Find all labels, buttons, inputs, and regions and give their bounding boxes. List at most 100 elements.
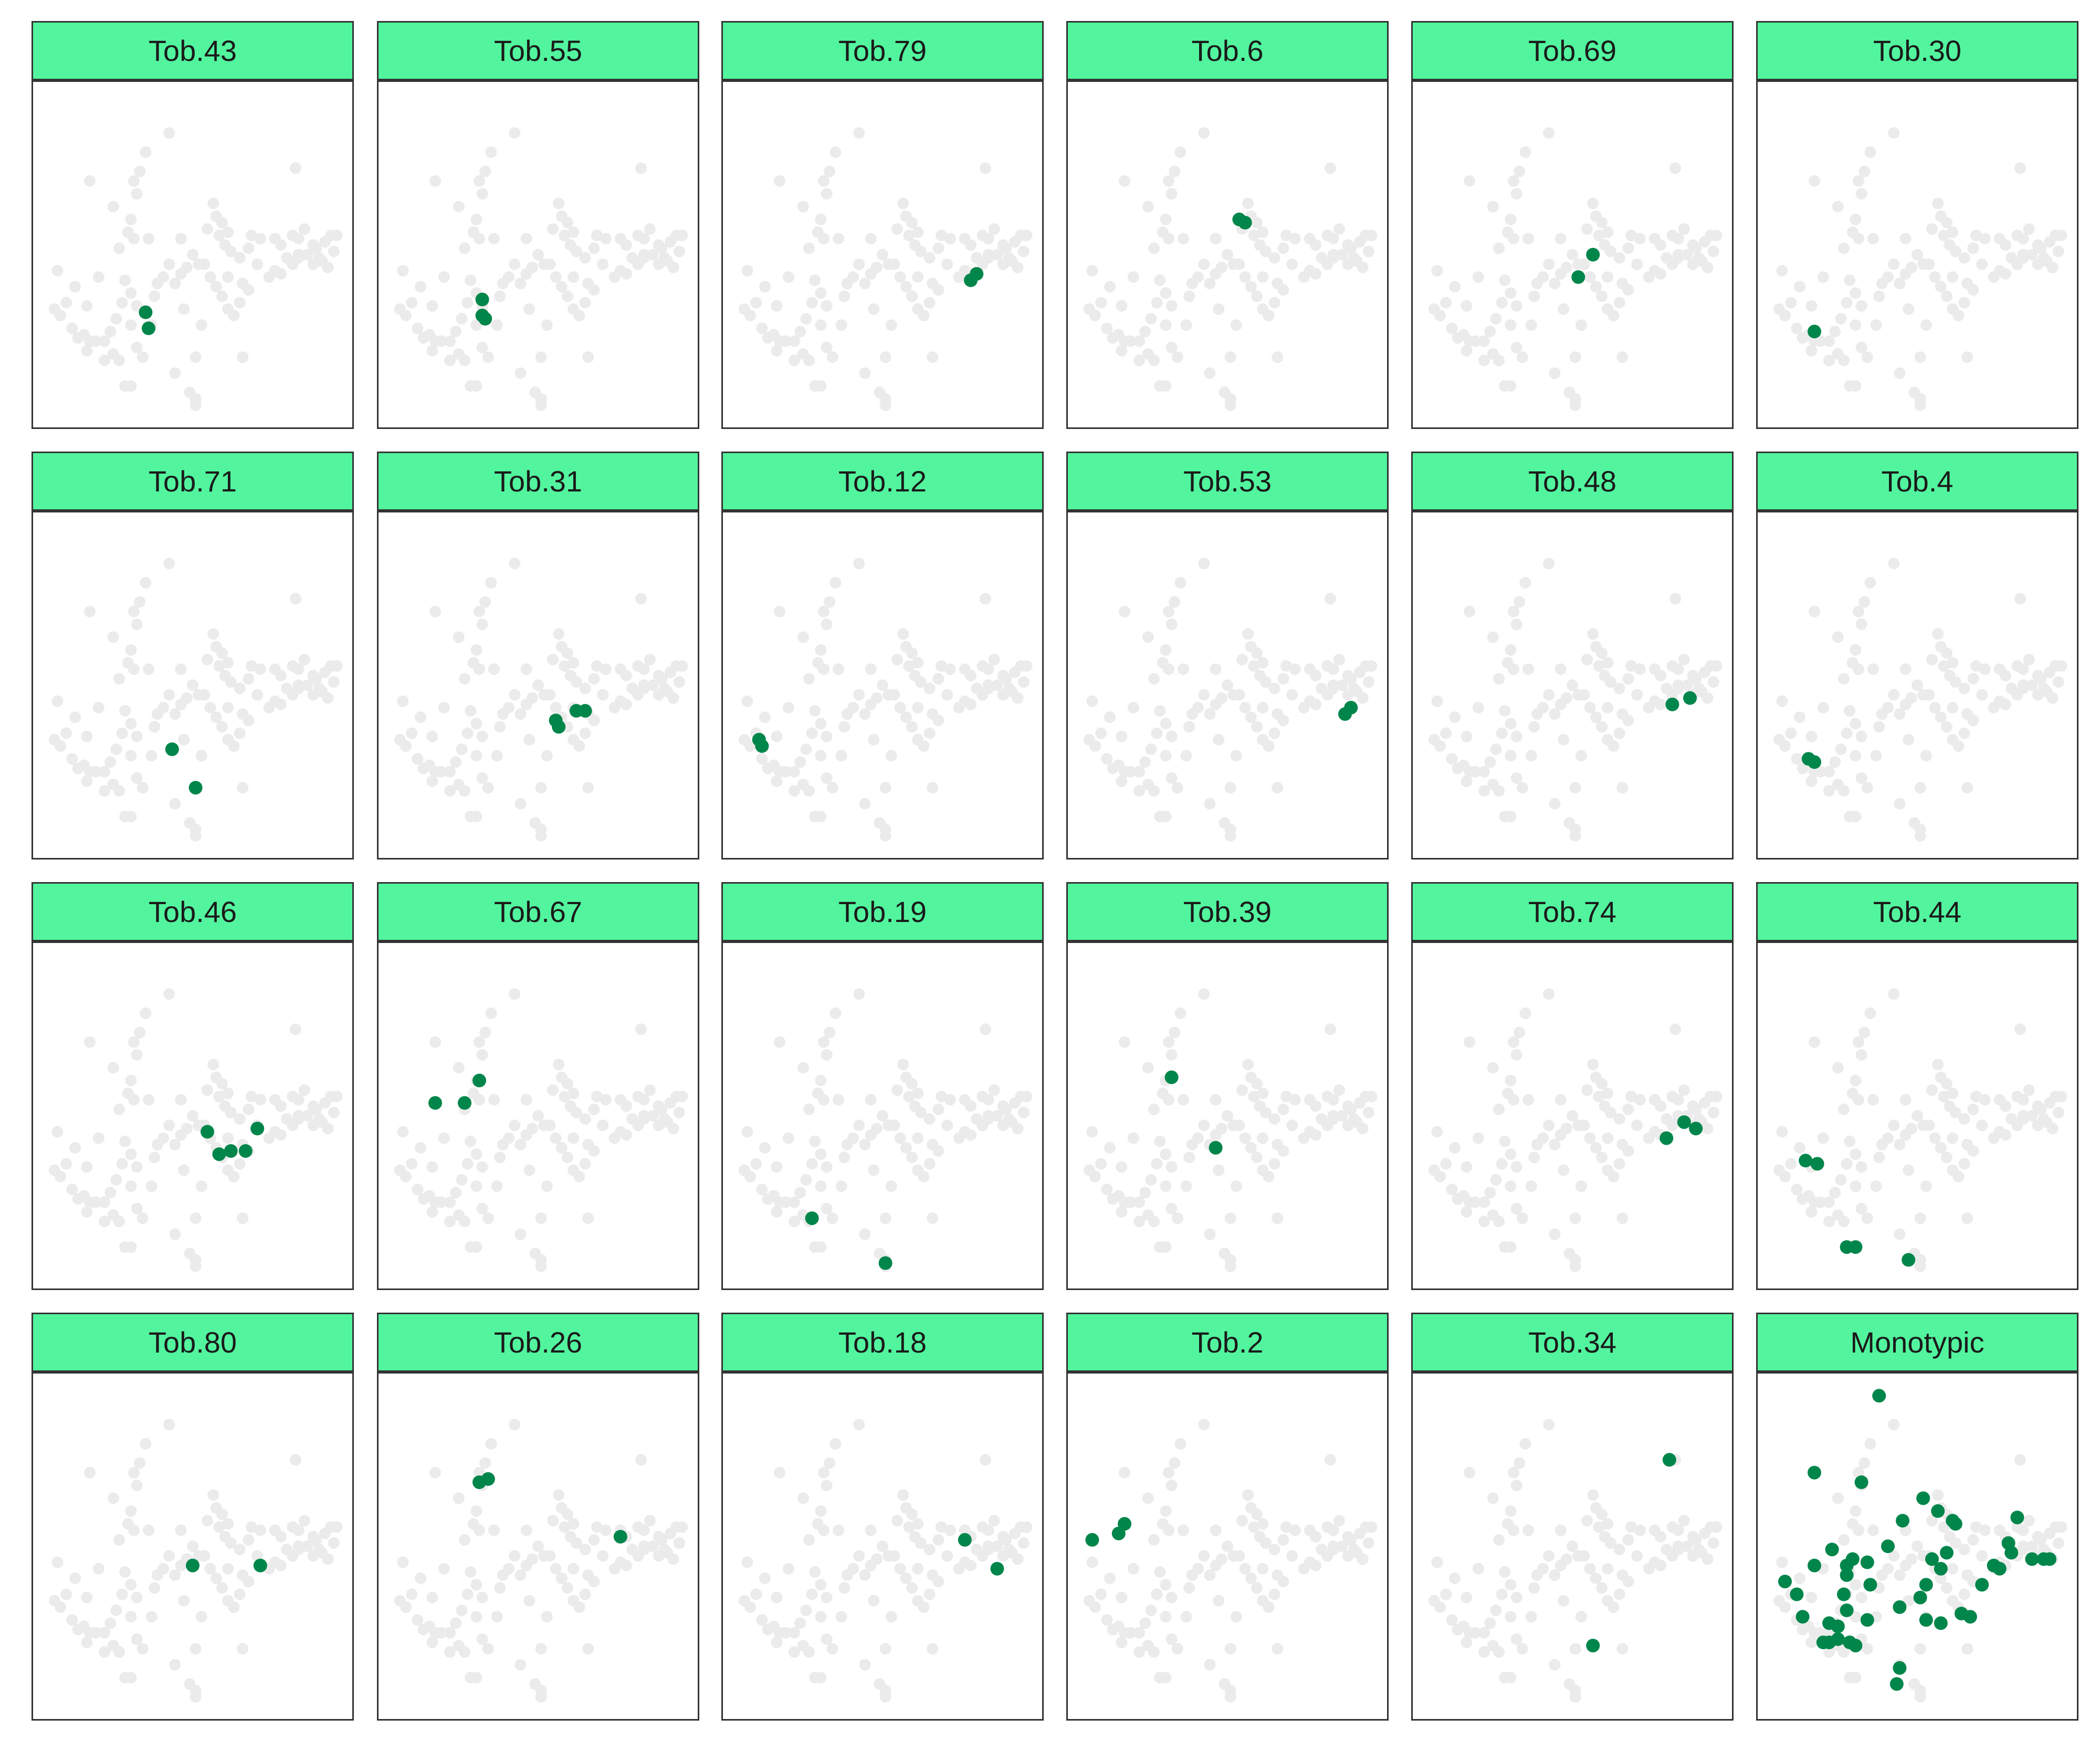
background-point [1440,727,1452,739]
background-point [1938,1091,1950,1103]
background-point [1508,175,1519,187]
background-point [900,1573,912,1584]
background-point [1914,1254,1926,1266]
background-point [838,290,850,302]
background-point [982,679,994,691]
background-point [1508,1466,1519,1479]
background-point [520,663,532,675]
background-point [879,823,891,835]
background-point [789,1215,800,1228]
background-point [1832,1492,1844,1504]
background-point [426,1591,438,1604]
background-point [1823,1196,1835,1208]
background-point [897,628,909,640]
background-point [573,740,585,752]
facet-tob-18: Tob.18 [721,1313,1044,1722]
background-point [1593,1521,1605,1533]
background-point [1446,1614,1458,1626]
background-point [562,1078,573,1089]
background-point [246,1521,257,1533]
background-point [853,1419,865,1431]
background-point [131,300,143,312]
background-point [915,245,927,257]
background-point [803,673,815,685]
background-point [1478,1646,1490,1658]
background-point [131,1049,143,1061]
background-point [128,233,140,245]
background-point [1844,1135,1856,1147]
background-point [1873,1151,1885,1164]
background-point [1575,1180,1587,1192]
background-point [175,233,187,245]
background-point [190,1643,202,1655]
background-point [1333,223,1345,235]
background-point [1186,708,1198,720]
background-point [254,1524,266,1536]
background-point [1133,766,1145,778]
background-point [1333,1084,1345,1096]
background-point [1850,1505,1862,1517]
highlight-point [142,321,155,336]
background-point [900,281,912,292]
background-point [803,1646,815,1658]
background-point [1268,1544,1280,1556]
background-point [125,1579,137,1591]
background-point [494,1151,506,1164]
background-point [1853,1094,1864,1106]
background-point [90,1196,102,1208]
background-point [190,823,202,835]
scatter-plot [1428,988,1723,1272]
background-point [2052,245,2064,257]
background-point [1145,313,1157,324]
background-point [1912,679,1923,691]
background-point [774,1466,785,1479]
facet-strip: Tob.67 [377,882,699,943]
plot-panel [1756,941,2078,1290]
background-point [1531,708,1543,720]
background-point [1855,188,1867,200]
background-point [1160,213,1172,225]
background-point [195,1180,207,1192]
background-point [644,1515,656,1527]
background-point [562,290,573,302]
background-point [60,1588,72,1600]
background-point [1604,1537,1616,1549]
background-point [653,239,665,251]
background-point [1855,619,1867,631]
background-point [461,727,474,739]
background-point [210,281,222,292]
background-point [116,297,128,309]
background-point [826,351,838,363]
background-point [1148,1215,1160,1228]
background-point [789,1646,800,1658]
background-point [1174,1007,1186,1019]
background-point [833,233,844,245]
background-point [1590,1573,1602,1584]
background-point [976,660,989,672]
background-point [1567,1110,1578,1122]
background-point [225,1537,237,1549]
background-point [1522,663,1534,675]
background-point [944,663,956,675]
background-point [269,1524,281,1536]
background-point [1914,1643,1926,1655]
background-point [1528,1151,1540,1164]
background-point [759,711,771,723]
background-point [1596,1508,1608,1520]
background-point [1366,660,1378,672]
background-point [1484,326,1496,338]
highlight-point [139,305,153,319]
background-point [1224,1212,1236,1224]
background-point [104,1617,117,1629]
background-point [644,1084,656,1096]
background-point [69,1142,81,1154]
background-point [1602,226,1614,238]
highlight-point [188,781,203,795]
background-point [1245,1142,1257,1154]
background-point [1171,1643,1183,1655]
background-point [1086,265,1098,277]
highlight-point [1660,1131,1674,1145]
background-point [744,1601,756,1613]
facet-tob-80: Tob.80 [32,1313,354,1722]
background-point [809,274,821,286]
